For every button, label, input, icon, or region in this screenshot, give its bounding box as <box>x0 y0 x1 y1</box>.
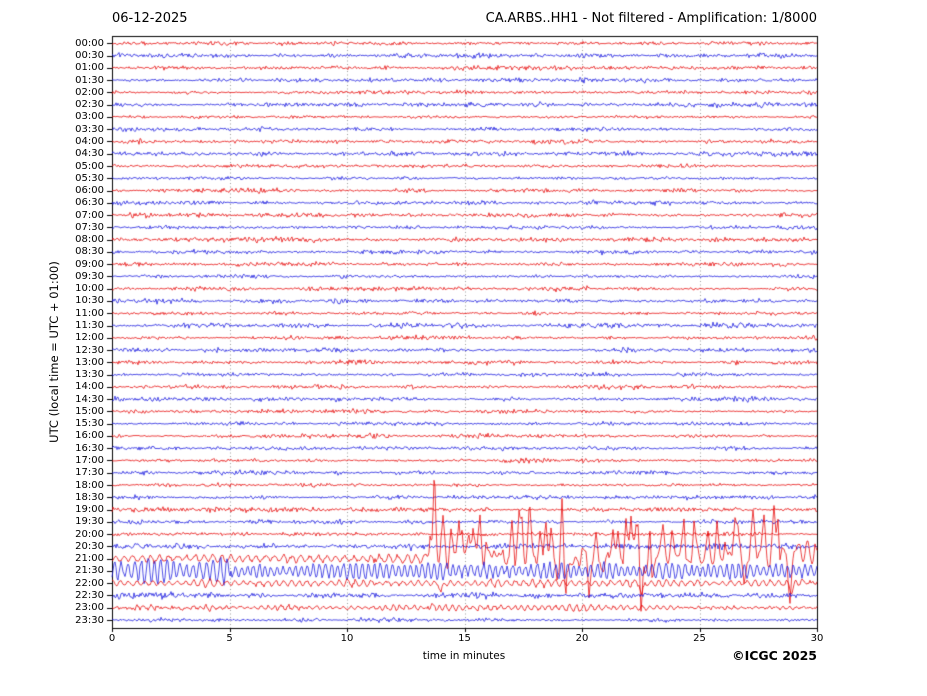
y-tick-label: 15:00 <box>75 405 104 417</box>
y-tick-label: 09:30 <box>75 270 104 282</box>
y-tick-label: 19:30 <box>75 516 104 528</box>
y-tick-label: 21:30 <box>75 565 104 577</box>
y-tick-label: 01:00 <box>75 62 104 74</box>
y-tick-label: 05:30 <box>75 172 104 184</box>
y-tick-label: 07:00 <box>75 209 104 221</box>
y-tick-label: 17:00 <box>75 454 104 466</box>
y-tick-label: 06:30 <box>75 197 104 209</box>
y-tick-label: 08:30 <box>75 246 104 258</box>
x-tick-label: 15 <box>458 633 471 644</box>
x-tick-label: 5 <box>226 633 233 644</box>
y-tick-label: 20:30 <box>75 540 104 552</box>
y-tick-label: 10:30 <box>75 295 104 307</box>
y-tick-label: 01:30 <box>75 74 104 86</box>
x-tick-label: 0 <box>108 633 116 644</box>
y-tick-label: 20:00 <box>75 528 104 540</box>
y-tick-label: 22:00 <box>75 577 104 589</box>
y-tick-label: 14:00 <box>75 381 104 393</box>
x-tick-label: 30 <box>810 633 824 644</box>
y-tick-label: 13:00 <box>75 356 104 368</box>
y-tick-label: 08:00 <box>75 234 104 246</box>
chart-title-date: 06-12-2025 <box>112 11 188 26</box>
y-tick-label: 12:30 <box>75 344 104 356</box>
y-tick-label: 16:30 <box>75 442 104 454</box>
y-tick-label: 10:00 <box>75 283 104 295</box>
y-tick-label: 19:00 <box>75 504 104 516</box>
y-tick-label: 03:30 <box>75 123 104 135</box>
y-tick-label: 05:00 <box>75 160 104 172</box>
y-tick-label: 07:30 <box>75 221 104 233</box>
y-tick-label: 21:00 <box>75 553 104 565</box>
y-tick-label: 13:30 <box>75 369 104 381</box>
y-tick-label: 23:30 <box>75 614 104 626</box>
y-tick-label: 04:30 <box>75 148 104 160</box>
y-tick-label: 00:00 <box>75 37 104 49</box>
y-tick-label: 16:00 <box>75 430 104 442</box>
y-tick-label: 04:00 <box>75 135 104 147</box>
y-tick-label: 12:00 <box>75 332 104 344</box>
y-tick-label: 23:00 <box>75 602 104 614</box>
y-tick-label: 06:00 <box>75 185 104 197</box>
x-tick-label: 20 <box>575 633 589 644</box>
y-tick-label: 03:00 <box>75 111 104 123</box>
x-tick-label: 10 <box>340 633 354 644</box>
y-tick-label: 11:30 <box>75 320 104 331</box>
x-axis-label: time in minutes <box>422 650 506 662</box>
x-tick-label: 25 <box>693 633 706 644</box>
y-tick-label: 15:30 <box>75 418 104 430</box>
y-tick-label: 17:30 <box>75 467 104 479</box>
y-tick-label: 11:00 <box>75 307 104 319</box>
y-tick-label: 18:00 <box>75 479 104 491</box>
y-tick-label: 22:30 <box>75 589 104 601</box>
copyright-label: ©ICGC 2025 <box>732 648 817 663</box>
y-tick-label: 02:30 <box>75 99 104 111</box>
y-tick-label: 00:30 <box>75 50 104 62</box>
chart-title-station: CA.ARBS..HH1 - Not filtered - Amplificat… <box>485 11 817 26</box>
y-tick-label: 09:00 <box>75 258 104 270</box>
y-tick-label: 14:30 <box>75 393 104 405</box>
y-tick-label: 02:00 <box>75 86 104 98</box>
y-tick-label: 18:30 <box>75 491 104 503</box>
